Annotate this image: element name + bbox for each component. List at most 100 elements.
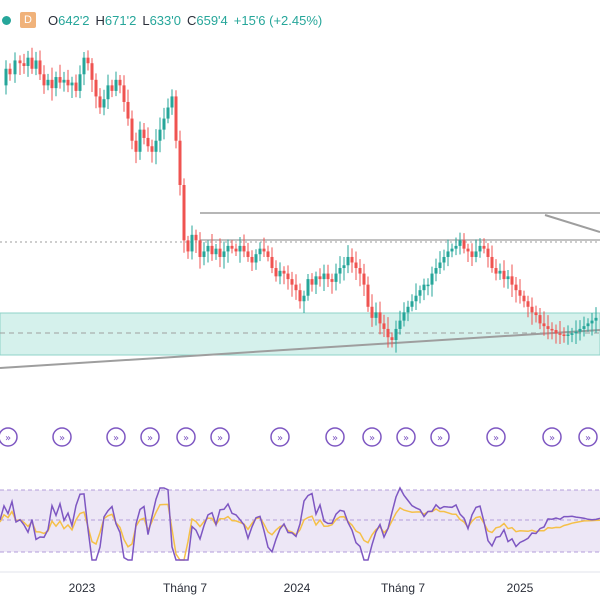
candle-body <box>586 323 590 327</box>
x-axis-label: Tháng 7 <box>163 581 207 595</box>
candle-body <box>330 279 334 282</box>
fast-forward-circle-icon[interactable] <box>0 427 18 447</box>
candle-body <box>374 312 378 318</box>
candle-body <box>222 251 226 257</box>
candle-body <box>202 251 206 257</box>
candle-body <box>166 107 170 119</box>
fast-forward-circle-icon[interactable] <box>542 427 562 447</box>
candle-body <box>78 74 82 91</box>
fast-forward-glyph: » <box>147 433 153 444</box>
candle-body <box>314 276 318 285</box>
candle-body <box>146 137 150 147</box>
candle-body <box>13 60 17 75</box>
candle-body <box>46 79 50 86</box>
candle-body <box>434 268 438 274</box>
interval-badge[interactable]: D <box>20 12 36 28</box>
candle-body <box>506 276 510 280</box>
x-axis-label: 2025 <box>507 581 534 595</box>
candle-body <box>470 251 474 257</box>
candle-body <box>198 240 202 257</box>
candle-body <box>134 140 138 152</box>
candle-body <box>522 295 526 302</box>
candle-body <box>114 79 118 91</box>
candle-body <box>546 326 550 329</box>
candle-body <box>250 256 254 263</box>
candle-body <box>478 245 482 252</box>
candle-body <box>406 306 410 313</box>
candles-group <box>4 47 598 353</box>
candle-body <box>402 312 406 321</box>
fast-forward-circle-icon[interactable] <box>396 427 416 447</box>
market-status-dot <box>2 15 11 25</box>
fast-forward-circle-icon[interactable] <box>176 427 196 447</box>
candle-body <box>186 240 190 252</box>
candle-body <box>302 295 306 302</box>
fast-forward-circle-icon[interactable] <box>430 427 450 447</box>
candle-body <box>558 333 562 335</box>
candle-body <box>550 328 554 331</box>
fast-forward-circle-icon[interactable] <box>52 427 72 447</box>
candle-body <box>178 140 182 185</box>
candle-body <box>214 248 218 255</box>
fast-forward-circle-icon[interactable] <box>210 427 230 447</box>
fast-forward-circle-icon[interactable] <box>270 427 290 447</box>
candle-body <box>370 306 374 318</box>
candle-body <box>86 57 90 64</box>
change-value: +15'6 (+2.45%) <box>233 12 323 28</box>
candle-body <box>398 320 402 329</box>
low-field: L633'0 <box>142 13 181 28</box>
fast-forward-circle-icon[interactable] <box>140 427 160 447</box>
x-axis-label: 2024 <box>284 581 311 595</box>
low-value: 633'0 <box>149 12 181 28</box>
candle-body <box>534 312 538 316</box>
candle-body <box>346 256 350 266</box>
candle-body <box>498 270 502 274</box>
open-label: O <box>48 12 59 28</box>
fast-forward-circle-icon[interactable] <box>362 427 382 447</box>
fast-forward-circle-icon[interactable] <box>486 427 506 447</box>
candle-body <box>414 295 418 302</box>
candle-body <box>238 245 242 252</box>
candle-body <box>438 262 442 269</box>
candle-body <box>578 328 582 332</box>
fast-forward-circle-icon[interactable] <box>578 427 598 447</box>
candle-body <box>22 63 26 66</box>
candle-body <box>382 323 386 329</box>
fast-forward-glyph: » <box>585 433 591 444</box>
candle-body <box>50 79 54 89</box>
candle-body <box>510 276 514 285</box>
candle-body <box>570 333 574 335</box>
candle-body <box>566 334 570 336</box>
candle-body <box>26 57 30 66</box>
candle-body <box>334 273 338 282</box>
fast-forward-circle-icon[interactable] <box>325 427 345 447</box>
candle-body <box>218 248 222 257</box>
candle-body <box>390 337 394 340</box>
candle-body <box>482 245 486 249</box>
candle-body <box>538 315 542 324</box>
candle-body <box>270 256 274 269</box>
fast-forward-circle-icon[interactable] <box>106 427 126 447</box>
high-value: 671'2 <box>104 12 137 28</box>
candle-body <box>158 129 162 141</box>
candle-body <box>102 99 106 108</box>
high-field: H671'2 <box>96 13 137 28</box>
candle-body <box>230 245 234 249</box>
candle-body <box>282 270 286 274</box>
candle-body <box>266 251 270 257</box>
candle-body <box>226 245 230 252</box>
candle-body <box>378 312 382 324</box>
candle-body <box>386 328 390 338</box>
candle-body <box>394 328 398 340</box>
candle-body <box>190 234 194 252</box>
candle-body <box>66 79 70 86</box>
candle-body <box>338 268 342 274</box>
candle-body <box>90 63 94 80</box>
candle-body <box>138 129 142 152</box>
fast-forward-glyph: » <box>277 433 283 444</box>
candle-body <box>122 85 126 102</box>
candle-body <box>30 57 34 69</box>
candle-body <box>322 273 326 280</box>
candle-body <box>154 140 158 152</box>
